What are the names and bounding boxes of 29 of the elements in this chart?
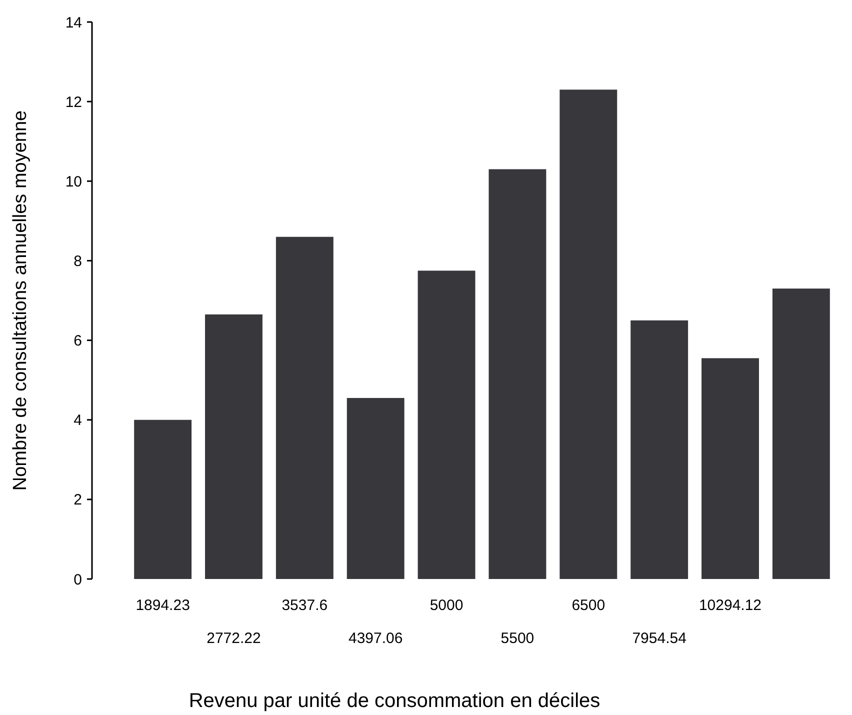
y-tick-label: 2 xyxy=(74,492,82,509)
y-tick-label: 10 xyxy=(65,173,82,190)
x-tick-label: 10294.12 xyxy=(698,597,762,614)
y-tick-label: 14 xyxy=(65,14,82,32)
bar xyxy=(772,288,830,579)
x-tick-label: 6500 xyxy=(572,597,606,614)
x-tick-label: 5000 xyxy=(430,597,464,614)
x-axis-title: Revenu par unité de consommation en déciles xyxy=(188,690,600,712)
y-tick-label: 8 xyxy=(74,252,82,270)
x-tick-label: 3537.6 xyxy=(282,597,328,614)
y-tick-label: 6 xyxy=(74,332,82,350)
bar xyxy=(276,236,334,579)
y-tick-label: 0 xyxy=(74,571,82,588)
x-tick-label: 1894.23 xyxy=(136,597,190,614)
y-axis-title: Nombre de consultations annuelles moyenne xyxy=(10,110,31,491)
bar xyxy=(418,270,476,579)
bar xyxy=(488,169,546,579)
bar xyxy=(134,420,192,579)
bar xyxy=(205,314,262,579)
y-tick-label: 4 xyxy=(74,412,82,430)
x-tick-label: 2772.22 xyxy=(206,630,261,647)
bar xyxy=(560,90,618,579)
bar xyxy=(702,358,759,579)
x-tick-label: 7954.54 xyxy=(632,630,686,647)
x-tick-label: 4397.06 xyxy=(348,630,403,647)
bar xyxy=(346,398,404,579)
bar xyxy=(630,320,688,579)
x-tick-label: 5500 xyxy=(500,630,534,647)
y-tick-label: 12 xyxy=(65,94,82,111)
